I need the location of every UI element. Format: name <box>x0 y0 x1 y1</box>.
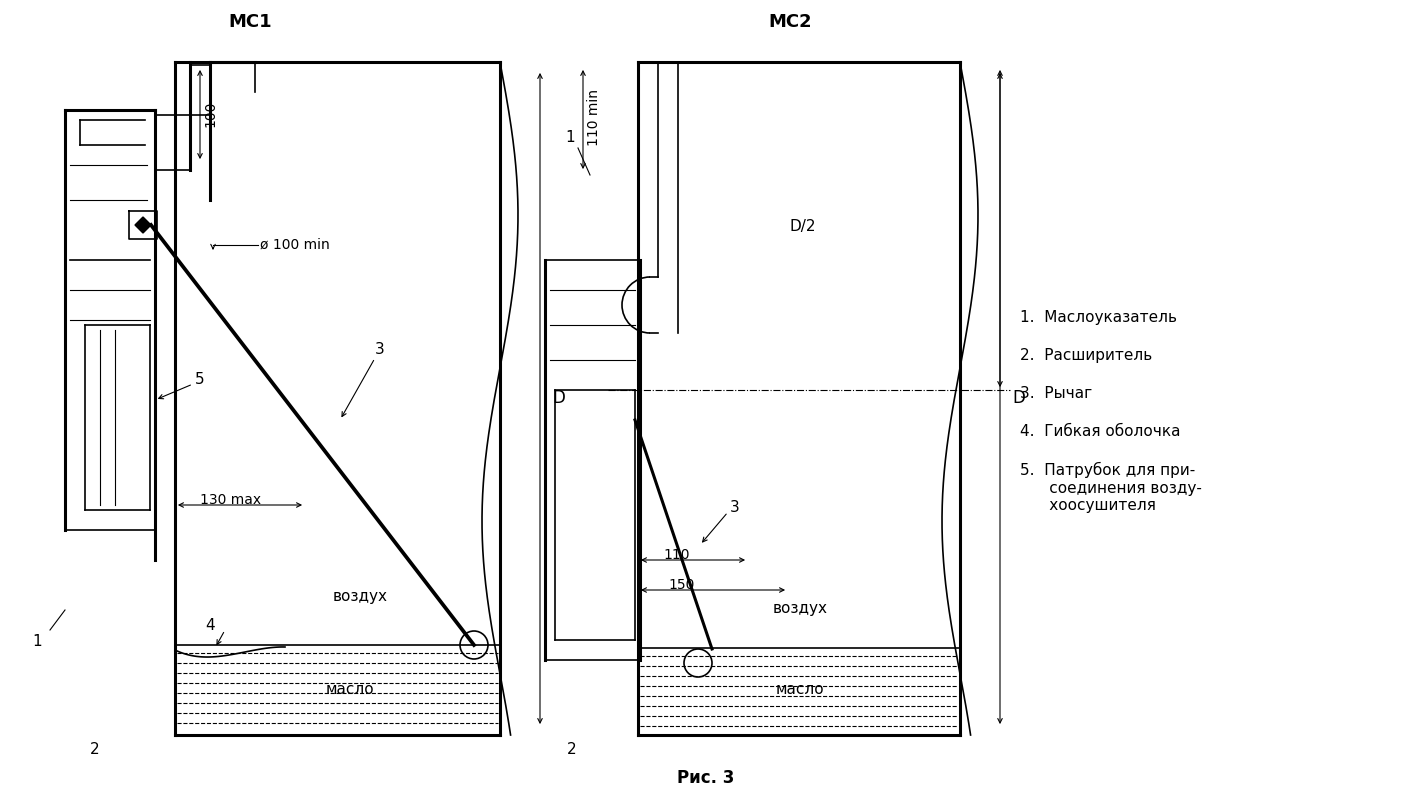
Text: 1: 1 <box>565 131 575 145</box>
Text: масло: масло <box>776 683 824 697</box>
Text: 3.  Рычаг: 3. Рычаг <box>1020 386 1092 401</box>
Text: 130 max: 130 max <box>201 493 261 507</box>
Text: 100: 100 <box>203 101 218 127</box>
Text: 5: 5 <box>195 372 205 388</box>
Text: 2.  Расширитель: 2. Расширитель <box>1020 348 1152 363</box>
Text: МС1: МС1 <box>227 13 271 31</box>
Text: 3: 3 <box>374 343 384 357</box>
Text: масло: масло <box>325 683 374 697</box>
Text: 2: 2 <box>90 743 100 758</box>
Text: Рис. 3: Рис. 3 <box>677 769 735 787</box>
Text: 1.  Маслоуказатель: 1. Маслоуказатель <box>1020 310 1177 325</box>
Polygon shape <box>136 217 151 233</box>
Text: 150: 150 <box>668 578 694 592</box>
Text: 2: 2 <box>567 743 577 758</box>
Text: D: D <box>552 389 565 407</box>
Text: воздух: воздух <box>332 588 387 604</box>
Text: МС2: МС2 <box>769 13 812 31</box>
Text: 4: 4 <box>205 617 215 633</box>
Text: D: D <box>1012 389 1024 407</box>
Text: D/2: D/2 <box>790 218 817 234</box>
Text: ø 100 min: ø 100 min <box>260 238 329 252</box>
Text: 4.  Гибкая оболочка: 4. Гибкая оболочка <box>1020 424 1180 439</box>
Text: 5.  Патрубок для при-
      соединения возду-
      хоосушителя: 5. Патрубок для при- соединения возду- х… <box>1020 462 1202 513</box>
Text: воздух: воздух <box>773 600 828 616</box>
Text: 1: 1 <box>32 634 42 650</box>
Text: 110: 110 <box>663 548 690 562</box>
Text: 3: 3 <box>731 500 740 516</box>
Text: 110 min: 110 min <box>586 89 601 145</box>
